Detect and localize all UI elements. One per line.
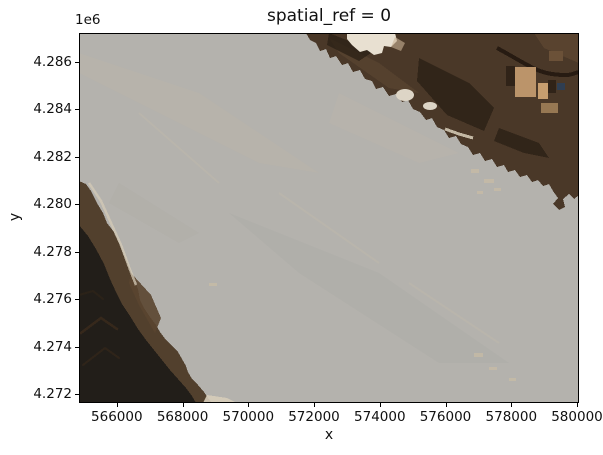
x-axis-label: x	[324, 427, 334, 443]
x-tick-mark	[445, 403, 447, 407]
x-tick-label: 568000	[156, 409, 209, 425]
shadow-area	[79, 225, 196, 403]
bright-spot-1	[396, 89, 414, 101]
satellite-raster-image	[79, 33, 579, 403]
x-tick-label: 566000	[91, 409, 143, 425]
farm-fields	[515, 51, 565, 113]
x-tick-mark	[248, 403, 250, 407]
x-tick-label: 572000	[288, 409, 340, 425]
y-tick-label: 4.274	[33, 338, 72, 355]
y-tick-label: 4.284	[33, 101, 72, 118]
bottom-left-terrain	[79, 181, 237, 403]
y-tick-mark	[75, 394, 79, 395]
x-tick-mark	[511, 403, 513, 407]
x-tick-mark	[577, 403, 578, 407]
bright-patches	[347, 33, 437, 110]
river-channel	[496, 46, 579, 78]
cloud-fringe-right	[444, 127, 474, 140]
y-tick-label: 4.280	[33, 196, 72, 213]
y-tick-label: 4.278	[33, 243, 72, 260]
x-tick-mark	[379, 403, 381, 407]
x-tick-label: 580000	[551, 409, 603, 425]
y-tick-mark	[75, 299, 79, 300]
bright-spot-2	[423, 102, 437, 110]
x-tick-label: 574000	[354, 409, 406, 425]
y-tick-label: 4.286	[33, 53, 72, 70]
x-tick-mark	[314, 403, 315, 407]
y-tick-mark	[75, 156, 79, 158]
y-tick-mark	[75, 109, 79, 111]
x-tick-label: 570000	[222, 409, 275, 425]
top-right-terrain	[306, 33, 579, 210]
y-axis-label: y	[7, 212, 23, 222]
y-tick-label: 4.272	[33, 386, 72, 402]
pond-square	[557, 83, 565, 90]
x-tick-label: 578000	[485, 409, 538, 425]
cloud-texture	[79, 53, 559, 381]
y-tick-mark	[75, 251, 79, 253]
plot-title: spatial_ref = 0	[266, 6, 392, 26]
white-blob	[347, 33, 397, 55]
y-tick-mark	[75, 61, 79, 63]
bottom-cream-patch	[203, 395, 237, 403]
y-tick-label: 4.276	[33, 291, 72, 307]
y-tick-mark	[75, 204, 79, 206]
x-tick-label: 576000	[419, 409, 472, 425]
y-tick-label: 4.282	[33, 148, 72, 165]
cloud-fringe-left	[87, 182, 138, 286]
x-tick-mark	[182, 403, 184, 407]
x-tick-mark	[116, 403, 118, 407]
shadow-channels	[79, 289, 120, 366]
y-axis-offset-label: 1e6	[75, 12, 101, 28]
y-tick-mark	[75, 346, 79, 348]
dark-vegetation-patches	[327, 33, 556, 158]
